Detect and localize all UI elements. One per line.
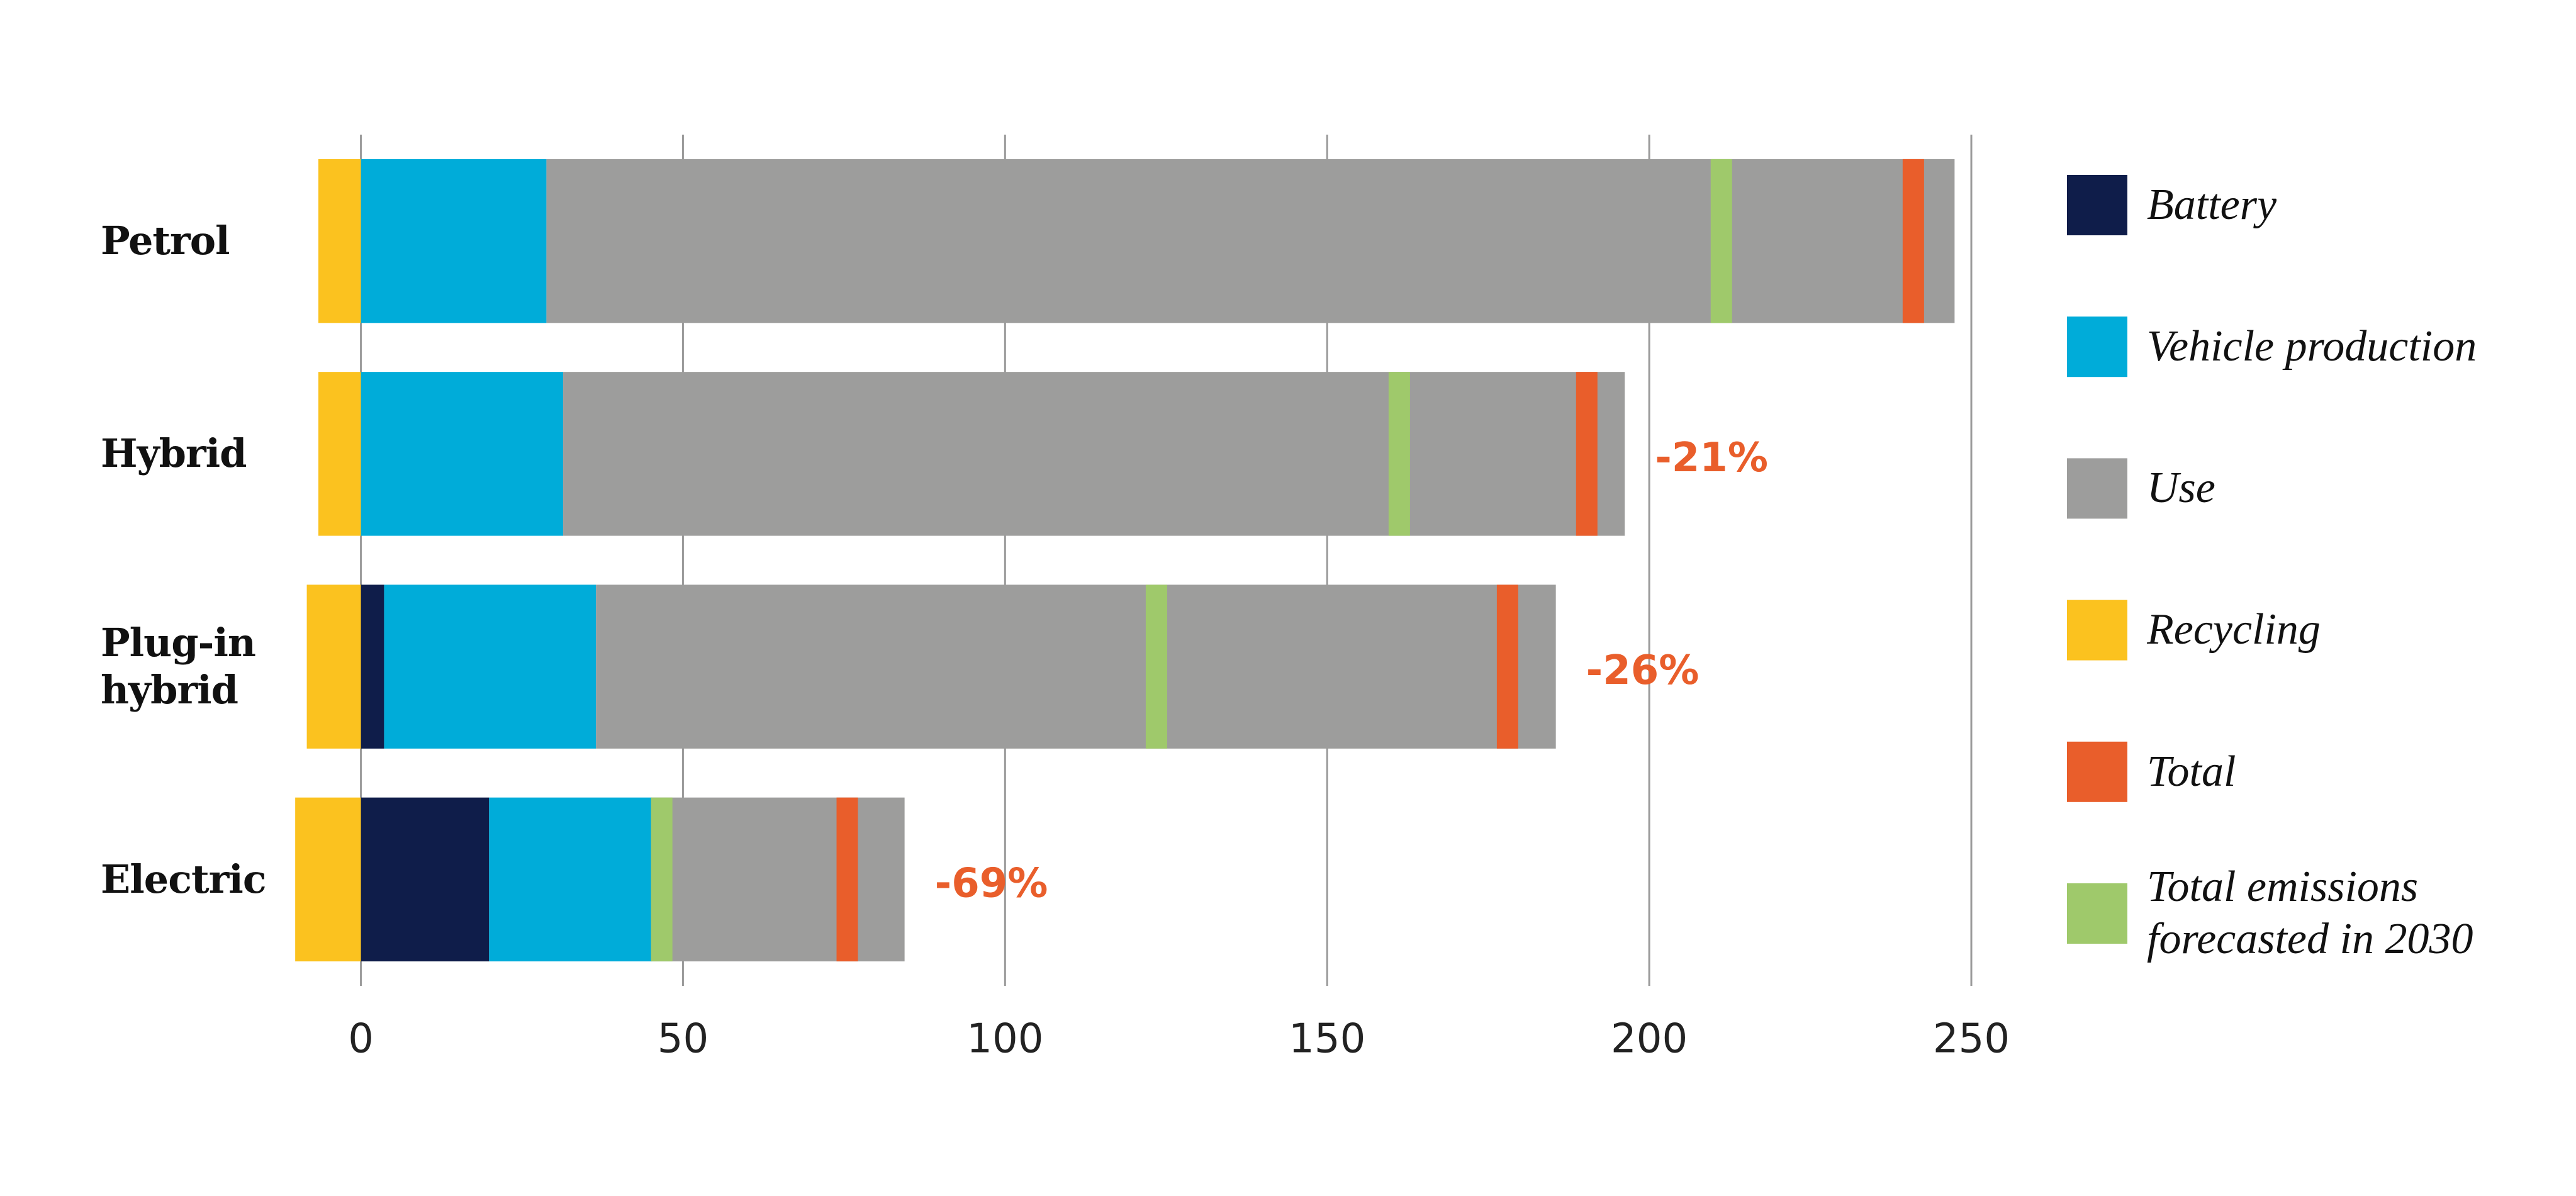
legend-swatch xyxy=(2067,458,2127,519)
bar-segment xyxy=(361,372,564,536)
legend-label-box: Battery xyxy=(2147,180,2277,229)
x-tick-label: 0 xyxy=(348,1016,374,1063)
category-label-box: Petrol xyxy=(101,217,230,264)
legend-label-box: Total emissions forecasted in 2030 xyxy=(2147,863,2473,963)
x-tick-label: 200 xyxy=(1611,1016,1688,1063)
annotation: -21% xyxy=(1655,435,1768,481)
category-label: Petrol xyxy=(101,217,230,264)
legend-label: Vehicle production xyxy=(2147,321,2477,371)
legend-label: Total xyxy=(2147,747,2236,796)
bar-segment xyxy=(306,584,361,749)
annotation: -26% xyxy=(1586,647,1700,694)
category-label-box: Electric xyxy=(101,856,267,902)
marker xyxy=(1576,372,1598,536)
legend-label-box: Total xyxy=(2147,747,2236,796)
bar-segment xyxy=(361,159,547,323)
marker xyxy=(1388,372,1410,536)
marker xyxy=(1710,159,1732,323)
marker xyxy=(1496,584,1518,749)
marker xyxy=(651,797,673,962)
x-tick-label: 250 xyxy=(1933,1016,2010,1063)
legend-swatch xyxy=(2067,316,2127,377)
legend-swatch xyxy=(2067,741,2127,802)
bar-segment xyxy=(318,159,361,323)
legend-label-box: Recycling xyxy=(2147,605,2321,654)
bar-segment xyxy=(596,584,1556,749)
category-label: Hybrid xyxy=(101,430,247,477)
bar-segment xyxy=(318,372,361,536)
bar-segment xyxy=(361,797,490,962)
x-tick-label: 100 xyxy=(966,1016,1043,1063)
category-label: Electric xyxy=(101,856,267,902)
category-label: Plug-in hybrid xyxy=(101,620,256,713)
legend-label: Use xyxy=(2147,464,2215,513)
x-tick-label: 50 xyxy=(658,1016,708,1063)
legend-swatch xyxy=(2067,883,2127,944)
legend-label: Total emissions forecasted in 2030 xyxy=(2147,863,2473,963)
legend-label: Recycling xyxy=(2147,605,2321,654)
marker xyxy=(1145,584,1167,749)
category-label-box: Hybrid xyxy=(101,430,247,477)
marker xyxy=(1902,159,1924,323)
bar-segment xyxy=(563,372,1625,536)
bar-segment xyxy=(361,584,384,749)
legend-label-box: Vehicle production xyxy=(2147,321,2477,371)
category-label-box: Plug-in hybrid xyxy=(101,620,256,713)
legend-swatch xyxy=(2067,600,2127,661)
bar-segment xyxy=(295,797,361,962)
legend-swatch xyxy=(2067,175,2127,235)
marker xyxy=(836,797,858,962)
x-tick-label: 150 xyxy=(1289,1016,1365,1063)
bar-segment xyxy=(489,797,652,962)
bar-segment xyxy=(384,584,596,749)
legend-label-box: Use xyxy=(2147,464,2215,513)
bar-segment xyxy=(652,797,905,962)
legend-label: Battery xyxy=(2147,180,2277,229)
bar-segment xyxy=(546,159,1955,323)
annotation: -69% xyxy=(935,860,1048,907)
